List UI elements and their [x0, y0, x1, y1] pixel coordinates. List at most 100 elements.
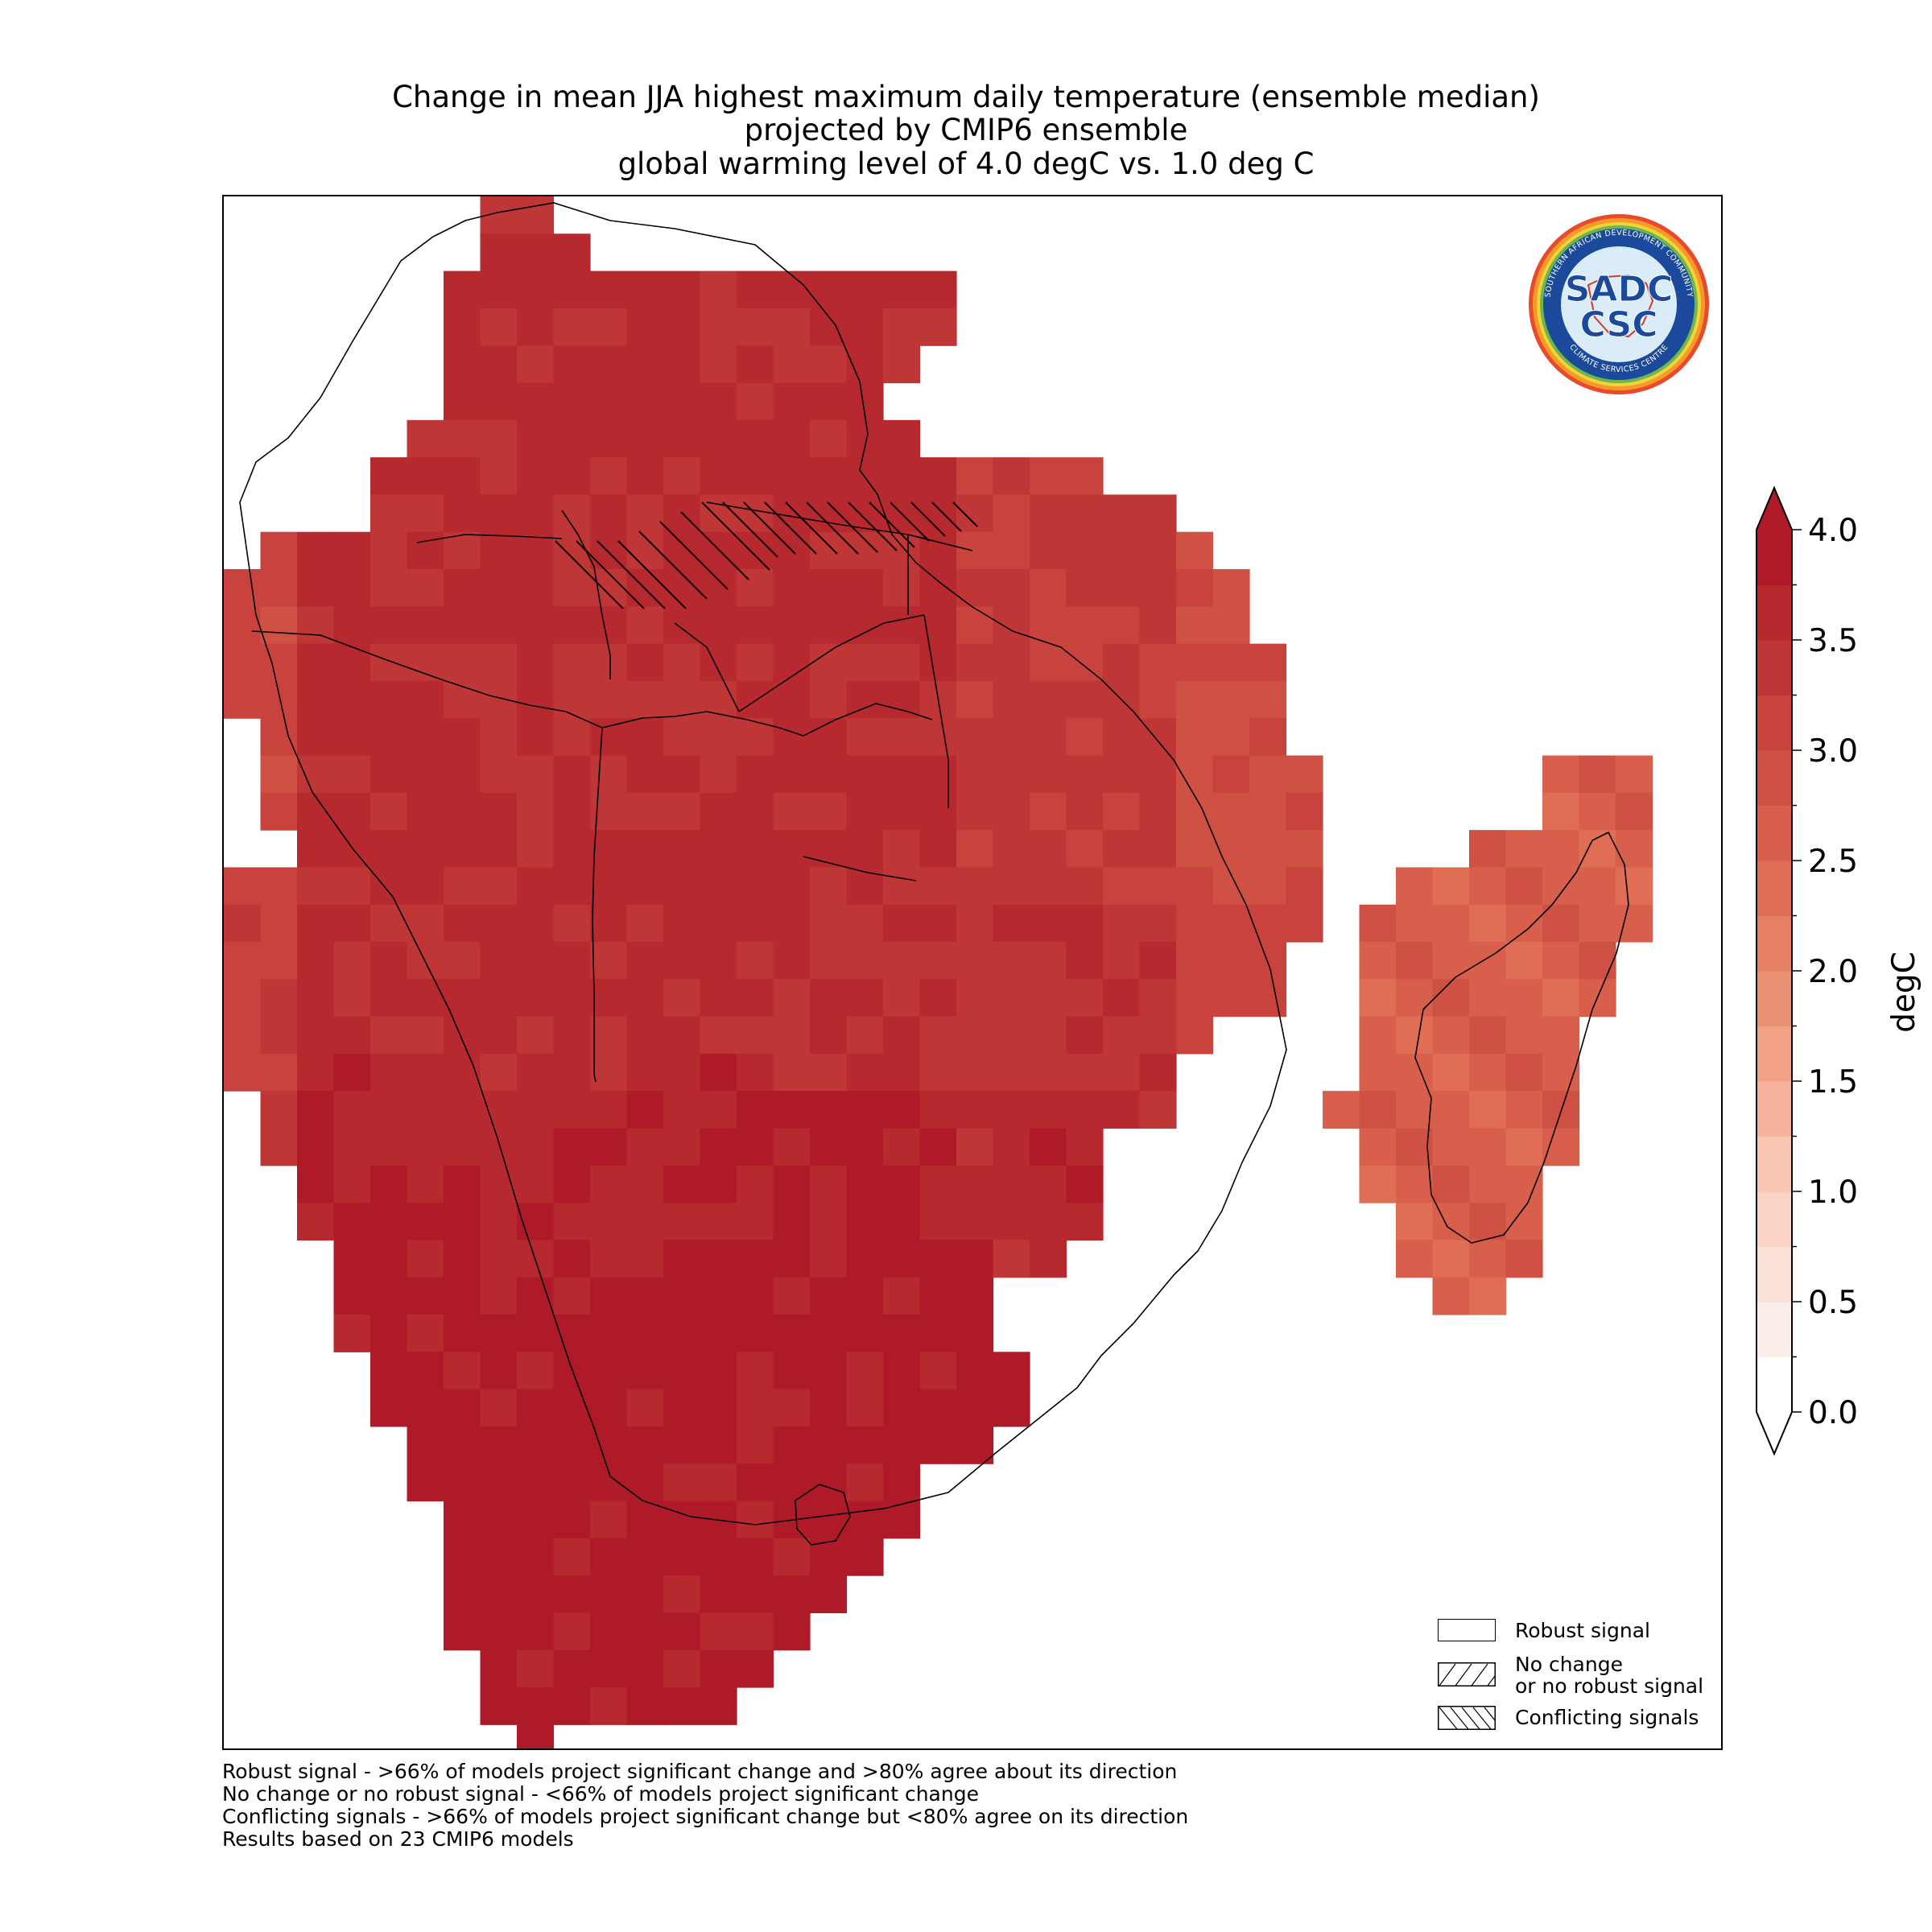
grid-cell [626, 979, 664, 1018]
grid-cell [1505, 1091, 1543, 1129]
colorbar-segment [1757, 971, 1792, 1026]
colorbar-tick-label: 1.0 [1808, 1174, 1858, 1211]
grid-cell [370, 830, 408, 868]
grid-cell [333, 1240, 371, 1278]
hatch-line [848, 502, 898, 551]
grid-cell [553, 569, 591, 607]
grid-cell [626, 1463, 664, 1502]
grid-cell [1505, 1240, 1543, 1278]
grid-cell [956, 457, 994, 495]
grid-cell [590, 457, 628, 495]
grid-cell [260, 755, 298, 794]
grid-cell [517, 233, 555, 272]
grid-cell [773, 979, 811, 1018]
grid-cell [407, 1053, 444, 1092]
grid-cell [553, 457, 591, 495]
grid-cell [663, 1203, 701, 1241]
grid-cell [663, 419, 701, 458]
grid-cell [553, 1649, 591, 1688]
grid-cell [517, 1053, 555, 1092]
grid-cell [1139, 830, 1177, 868]
grid-cell [590, 531, 628, 570]
grid-cell [553, 345, 591, 384]
grid-cell [1396, 867, 1434, 906]
grid-cell [956, 1053, 994, 1092]
grid-cell [553, 755, 591, 794]
grid-cell [1139, 680, 1177, 719]
grid-cell [1030, 606, 1067, 645]
grid-cell [846, 308, 884, 346]
grid-cell [700, 830, 737, 868]
grid-cell [480, 606, 518, 645]
grid-cell [919, 1016, 957, 1055]
grid-cell [1176, 606, 1214, 645]
grid-cell [626, 718, 664, 757]
grid-cell [1396, 1165, 1434, 1203]
grid-cell [517, 345, 555, 384]
grid-cell [1066, 1128, 1104, 1166]
grid-cell [700, 718, 737, 757]
grid-cell [407, 830, 444, 868]
grid-cell [919, 942, 957, 980]
hatch-line [722, 502, 778, 558]
grid-cell [956, 867, 994, 906]
grid-cell [517, 1165, 555, 1203]
grid-cell [444, 457, 481, 495]
grid-cell [1469, 1091, 1507, 1129]
grid-cell [919, 1165, 957, 1203]
grid-cell [553, 1501, 591, 1539]
grid-cell [444, 1538, 481, 1576]
grid-cell [919, 867, 957, 906]
grid-cell [407, 755, 444, 794]
grid-cell [956, 680, 994, 719]
grid-cell [919, 1352, 957, 1390]
grid-cell [626, 1091, 664, 1129]
grid-cell [993, 1352, 1030, 1390]
grid-cell [846, 1016, 884, 1055]
grid-cell [773, 1538, 811, 1576]
grid-cell [810, 1315, 848, 1352]
grid-cell [883, 867, 921, 906]
grid-cell [517, 867, 555, 906]
grid-cell [810, 270, 848, 309]
grid-cell [846, 1165, 884, 1203]
conflicting-signal-hatching [555, 502, 978, 609]
grid-cell [444, 494, 481, 533]
border-line [239, 202, 1287, 1525]
grid-cell [444, 419, 481, 458]
grid-cell [370, 942, 408, 980]
grid-cell [737, 1016, 774, 1055]
grid-cell [590, 1277, 628, 1315]
grid-cell [407, 419, 444, 458]
grid-cell [883, 755, 921, 794]
grid-cell [846, 569, 884, 607]
grid-cell [480, 1016, 518, 1055]
grid-cell [1176, 792, 1214, 831]
grid-cell [1469, 1053, 1507, 1092]
grid-cell [1176, 830, 1214, 868]
grid-cell [919, 1240, 957, 1278]
grid-cell [590, 1053, 628, 1092]
grid-cell [370, 457, 408, 495]
grid-cell [517, 1091, 555, 1129]
grid-cell [553, 1538, 591, 1576]
grid-cell [1469, 904, 1507, 943]
grid-cell [810, 904, 848, 943]
grid-cell [1505, 1016, 1543, 1055]
grid-cell [370, 718, 408, 757]
grid-cell [993, 1091, 1030, 1129]
grid-cell [333, 1277, 371, 1315]
grid-cell [700, 1649, 737, 1688]
footnote-4: Results based on 23 CMIP6 models [222, 1827, 574, 1851]
grid-cell [444, 606, 481, 645]
grid-cell [626, 270, 664, 309]
grid-cell [993, 494, 1030, 533]
grid-cell [407, 1352, 444, 1390]
grid-cell [517, 830, 555, 868]
grid-cell [1176, 680, 1214, 719]
hatch-line [910, 502, 946, 537]
grid-cell [260, 1016, 298, 1055]
grid-cell [810, 345, 848, 384]
grid-cell [517, 1016, 555, 1055]
grid-cell [553, 792, 591, 831]
